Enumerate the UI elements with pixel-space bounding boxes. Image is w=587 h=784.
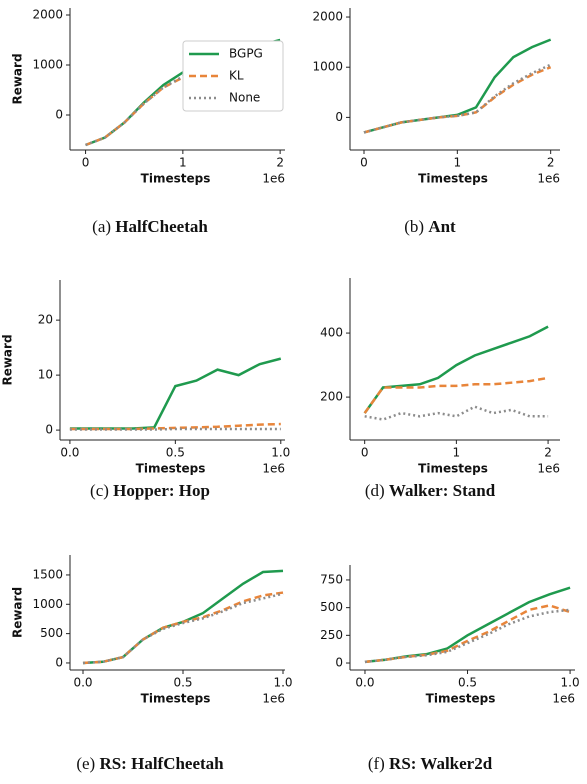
y-tick-label: 1000 <box>32 597 63 611</box>
caption-text: Hopper: Hop <box>113 481 210 500</box>
y-tick-label: 0 <box>45 423 53 437</box>
x-axis-label: Timesteps <box>418 462 488 476</box>
series-line <box>364 405 549 421</box>
caption: (b) Ant <box>404 217 456 236</box>
series-line <box>85 58 281 147</box>
x-tick-label: 1 <box>179 156 187 170</box>
y-tick-label: 0 <box>335 656 343 670</box>
y-tick-label: 400 <box>320 326 343 340</box>
series-line <box>82 591 284 665</box>
x-tick-label: 2 <box>276 156 284 170</box>
caption: (a) HalfCheetah <box>92 217 208 236</box>
y-tick-label: 20 <box>38 313 53 327</box>
x-tick-label: 1 <box>454 156 462 170</box>
x-offset: 1e6 <box>537 462 560 476</box>
caption-label: (e) <box>76 754 95 773</box>
x-tick-label: 0 <box>360 156 368 170</box>
x-tick-label: 0.5 <box>173 676 192 690</box>
x-offset: 1e6 <box>262 692 285 706</box>
caption: (d) Walker: Stand <box>365 481 496 500</box>
series-line <box>363 376 549 414</box>
y-tick-label: 200 <box>320 390 343 404</box>
y-axis-label: Reward <box>11 587 25 638</box>
x-tick-label: 0.0 <box>60 446 79 460</box>
caption-label: (b) <box>404 217 424 236</box>
legend-label: None <box>229 91 260 105</box>
legend-label: KL <box>229 69 244 83</box>
caption-label: (c) <box>90 481 109 500</box>
caption: (e) RS: HalfCheetah <box>76 754 224 773</box>
series-line <box>82 569 284 665</box>
series-line <box>364 604 571 664</box>
series-line <box>363 63 552 134</box>
x-axis-label: Timesteps <box>141 692 211 706</box>
y-tick-label: 2000 <box>32 8 63 22</box>
x-tick-label: 0.0 <box>355 676 374 690</box>
y-tick-label: 750 <box>320 572 343 586</box>
caption: (f) RS: Walker2d <box>368 754 493 773</box>
x-offset: 1e6 <box>552 692 575 706</box>
x-axis-label: Timesteps <box>141 172 211 186</box>
x-offset: 1e6 <box>262 172 285 186</box>
series-line <box>363 38 552 134</box>
x-tick-label: 1.0 <box>273 676 292 690</box>
series-line <box>82 592 284 665</box>
legend-box <box>182 40 284 112</box>
series-line <box>69 427 281 431</box>
caption-label: (a) <box>92 217 111 236</box>
x-tick-label: 0.0 <box>73 676 92 690</box>
series-line <box>69 357 282 430</box>
caption-text: Ant <box>428 217 456 236</box>
y-tick-label: 500 <box>40 626 63 640</box>
series-line <box>364 608 571 664</box>
y-tick-label: 0 <box>55 655 63 669</box>
x-axis-label: Timesteps <box>136 462 206 476</box>
y-tick-label: 0 <box>55 108 63 122</box>
caption-text: RS: Walker2d <box>389 754 493 773</box>
x-tick-label: 1.0 <box>271 446 290 460</box>
y-tick-label: 10 <box>38 368 53 382</box>
series-line <box>363 325 549 414</box>
x-tick-label: 1.0 <box>561 676 580 690</box>
caption-text: HalfCheetah <box>115 217 208 236</box>
caption-text: RS: HalfCheetah <box>99 754 224 773</box>
y-axis-label: Reward <box>11 53 25 104</box>
x-tick-label: 1 <box>453 446 461 460</box>
caption-label: (d) <box>365 481 385 500</box>
y-axis-label: Reward <box>1 334 15 385</box>
y-tick-label: 250 <box>320 628 343 642</box>
x-tick-label: 0 <box>82 156 90 170</box>
x-tick-label: 0 <box>361 446 369 460</box>
caption: (c) Hopper: Hop <box>90 481 210 500</box>
y-tick-label: 1000 <box>312 60 343 74</box>
caption-text: Walker: Stand <box>389 481 496 500</box>
x-tick-label: 2 <box>547 156 555 170</box>
legend-label: BGPG <box>229 47 263 61</box>
x-axis-label: Timesteps <box>418 172 488 186</box>
x-offset: 1e6 <box>262 462 285 476</box>
x-tick-label: 0.5 <box>458 676 477 690</box>
series-line <box>364 586 571 664</box>
caption-label: (f) <box>368 754 385 773</box>
x-tick-label: 0.5 <box>166 446 185 460</box>
series-line <box>363 66 552 134</box>
x-offset: 1e6 <box>537 172 560 186</box>
y-tick-label: 500 <box>320 600 343 614</box>
x-tick-label: 2 <box>544 446 552 460</box>
y-tick-label: 0 <box>335 110 343 124</box>
y-tick-label: 1500 <box>32 567 63 581</box>
x-axis-label: Timesteps <box>426 692 496 706</box>
y-tick-label: 1000 <box>32 58 63 72</box>
y-tick-label: 2000 <box>312 10 343 24</box>
